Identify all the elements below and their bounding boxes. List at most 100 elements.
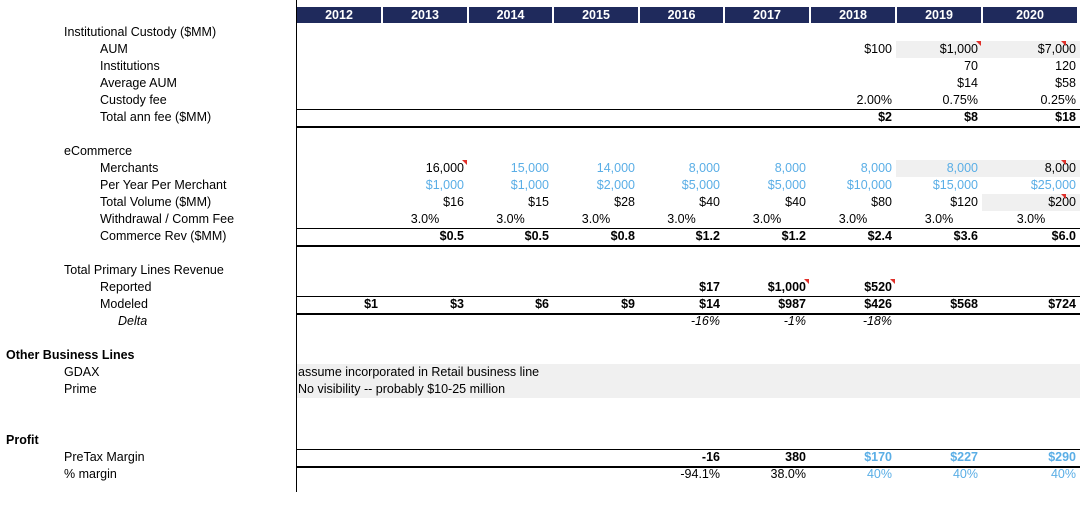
ecommerce-cell[interactable]: $2,000 xyxy=(596,178,635,192)
profit-cell[interactable]: 38.0% xyxy=(770,467,806,481)
ecommerce-cell[interactable]: 3.0% xyxy=(838,212,868,226)
year-header-2012[interactable]: 2012 xyxy=(297,7,381,23)
ecommerce-cell[interactable]: 3.0% xyxy=(667,212,696,226)
primary-cell[interactable]: $9 xyxy=(621,297,635,311)
comment-flag-icon xyxy=(462,160,467,165)
ecommerce-cell[interactable]: $1,000 xyxy=(510,178,549,192)
profit-cell[interactable]: $170 xyxy=(864,450,892,464)
ecommerce-cell[interactable]: $40 xyxy=(785,195,806,209)
year-header-2017[interactable]: 2017 xyxy=(725,7,809,23)
custody-cell[interactable]: $18 xyxy=(1055,110,1076,124)
primary-cell[interactable]: $6 xyxy=(535,297,549,311)
profit-cell[interactable]: $290 xyxy=(1048,450,1076,464)
ecommerce-cell[interactable]: 3.0% xyxy=(496,212,525,226)
profit-cell[interactable]: 40% xyxy=(866,467,892,481)
ecommerce-cell[interactable]: $5,000 xyxy=(681,178,720,192)
ecommerce-cell[interactable]: $3.6 xyxy=(953,229,978,243)
profit-cell[interactable]: -94.1% xyxy=(680,467,720,481)
ecommerce-cell[interactable]: 8,000 xyxy=(946,161,978,175)
ecommerce-cell[interactable]: $15 xyxy=(528,195,549,209)
ecommerce-cell[interactable]: $25,000 xyxy=(1030,178,1076,192)
ecommerce-cell[interactable]: $0.5 xyxy=(524,229,549,243)
other-note[interactable]: No visibility -- probably $10-25 million xyxy=(298,382,506,396)
ecommerce-cell[interactable]: $1.2 xyxy=(695,229,720,243)
year-header-2013[interactable]: 2013 xyxy=(383,7,467,23)
custody-row-label: Average AUM xyxy=(100,76,177,90)
ecommerce-cell[interactable]: $200 xyxy=(1048,195,1076,209)
custody-cell[interactable]: $8 xyxy=(964,110,978,124)
ecommerce-cell[interactable]: $2.4 xyxy=(867,229,892,243)
custody-title: Institutional Custody ($MM) xyxy=(64,25,217,39)
custody-cell[interactable]: 0.75% xyxy=(942,93,978,107)
primary-cell[interactable]: $426 xyxy=(864,297,892,311)
ecommerce-cell[interactable]: 8,000 xyxy=(774,161,806,175)
ecommerce-cell[interactable]: $5,000 xyxy=(767,178,806,192)
custody-cell[interactable]: 70 xyxy=(964,59,978,73)
primary-title: Total Primary Lines Revenue xyxy=(64,263,224,277)
custody-cell[interactable]: 0.25% xyxy=(1040,93,1076,107)
year-header-2015[interactable]: 2015 xyxy=(554,7,638,23)
custody-cell[interactable]: $14 xyxy=(957,76,978,90)
profit-cell[interactable]: 40% xyxy=(1050,467,1076,481)
custody-row-label: Custody fee xyxy=(100,93,167,107)
custody-cell[interactable]: 2.00% xyxy=(856,93,892,107)
custody-cell[interactable]: $2 xyxy=(878,110,892,124)
ecommerce-cell[interactable]: $15,000 xyxy=(932,178,978,192)
ecommerce-cell[interactable]: 16,000 xyxy=(425,161,464,175)
other-row-label: GDAX xyxy=(64,365,100,379)
ecommerce-cell[interactable]: $1,000 xyxy=(425,178,464,192)
year-header-2020[interactable]: 2020 xyxy=(983,7,1077,23)
ecommerce-cell[interactable]: $40 xyxy=(699,195,720,209)
primary-cell[interactable]: -18% xyxy=(862,314,892,328)
primary-cell[interactable]: $3 xyxy=(450,297,464,311)
primary-cell[interactable]: $14 xyxy=(699,297,720,311)
ecommerce-cell[interactable]: 3.0% xyxy=(1016,212,1046,226)
ecommerce-cell[interactable]: $1.2 xyxy=(781,229,806,243)
primary-cell[interactable]: $17 xyxy=(699,280,720,294)
ecommerce-cell[interactable]: 14,000 xyxy=(596,161,635,175)
ecommerce-cell[interactable]: $0.8 xyxy=(610,229,635,243)
profit-top-line xyxy=(296,449,1080,450)
ecommerce-cell[interactable]: 8,000 xyxy=(1044,161,1076,175)
ecommerce-cell[interactable]: 3.0% xyxy=(752,212,782,226)
custody-cell[interactable]: $100 xyxy=(864,42,892,56)
profit-cell[interactable]: 380 xyxy=(785,450,806,464)
input-cell-shade xyxy=(896,160,996,177)
profit-row-label: % margin xyxy=(64,467,117,481)
custody-cell[interactable]: 120 xyxy=(1055,59,1076,73)
ecommerce-cell[interactable]: $120 xyxy=(950,195,978,209)
primary-cell[interactable]: $724 xyxy=(1048,297,1076,311)
modeled-top-line xyxy=(296,296,1080,297)
ecommerce-cell[interactable]: 3.0% xyxy=(581,212,611,226)
custody-cell[interactable]: $58 xyxy=(1055,76,1076,90)
custody-cell[interactable]: $7,000 xyxy=(1037,42,1076,56)
year-header-2019[interactable]: 2019 xyxy=(897,7,981,23)
ecommerce-cell[interactable]: $16 xyxy=(443,195,464,209)
ecommerce-cell[interactable]: $10,000 xyxy=(846,178,892,192)
profit-cell[interactable]: $227 xyxy=(950,450,978,464)
primary-cell[interactable]: -1% xyxy=(783,314,806,328)
ecommerce-cell[interactable]: $80 xyxy=(871,195,892,209)
ecommerce-cell[interactable]: 3.0% xyxy=(410,212,440,226)
primary-cell[interactable]: $520 xyxy=(864,280,892,294)
primary-cell[interactable]: $1 xyxy=(364,297,378,311)
year-header-2014[interactable]: 2014 xyxy=(469,7,552,23)
profit-cell[interactable]: -16 xyxy=(701,450,720,464)
ecommerce-cell[interactable]: 8,000 xyxy=(688,161,720,175)
ecommerce-cell[interactable]: 8,000 xyxy=(860,161,892,175)
ecommerce-cell[interactable]: $6.0 xyxy=(1051,229,1076,243)
primary-cell[interactable]: -16% xyxy=(690,314,720,328)
custody-cell[interactable]: $1,000 xyxy=(939,42,978,56)
primary-cell[interactable]: $1,000 xyxy=(767,280,806,294)
primary-cell[interactable]: $987 xyxy=(778,297,806,311)
ecommerce-cell[interactable]: 15,000 xyxy=(510,161,549,175)
year-header-2016[interactable]: 2016 xyxy=(640,7,723,23)
ecommerce-cell[interactable]: $0.5 xyxy=(439,229,464,243)
ecommerce-cell[interactable]: 3.0% xyxy=(924,212,954,226)
ecommerce-cell[interactable]: $28 xyxy=(614,195,635,209)
primary-cell[interactable]: $568 xyxy=(950,297,978,311)
profit-cell[interactable]: 40% xyxy=(952,467,978,481)
other-note[interactable]: assume incorporated in Retail business l… xyxy=(298,365,540,379)
ecommerce-title: eCommerce xyxy=(64,144,133,158)
year-header-2018[interactable]: 2018 xyxy=(811,7,895,23)
